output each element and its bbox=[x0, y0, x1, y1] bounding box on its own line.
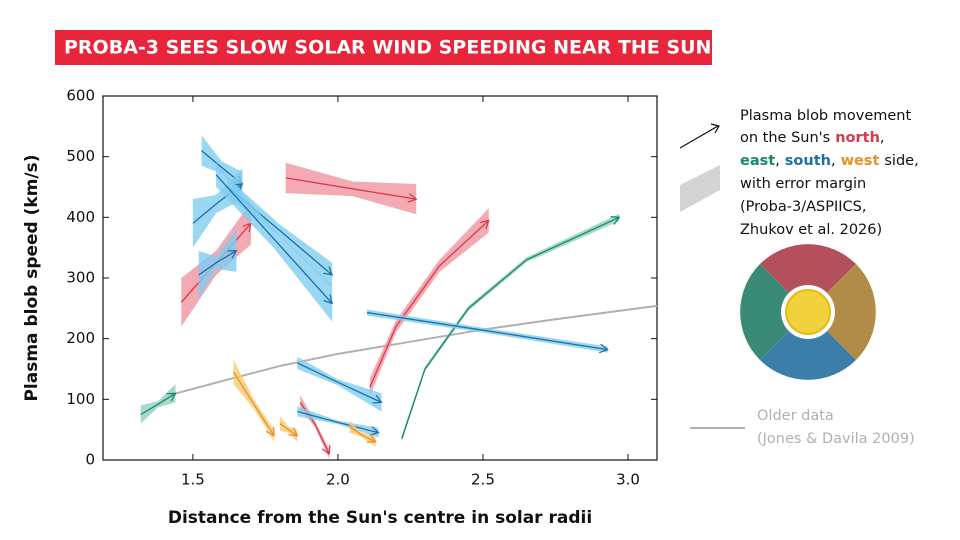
chart-title: PROBA-3 SEES SLOW SOLAR WIND SPEEDING NE… bbox=[64, 37, 711, 59]
x-tick-label: 1.5 bbox=[181, 471, 205, 489]
blob-arrow bbox=[401, 217, 620, 439]
y-tick-label: 100 bbox=[66, 390, 95, 408]
x-axis-label: Distance from the Sun's centre in solar … bbox=[168, 508, 592, 528]
blob-arrow bbox=[297, 410, 378, 432]
legend-side: south bbox=[785, 153, 831, 169]
blob-arrow bbox=[140, 393, 176, 416]
blob-arrow bbox=[232, 371, 275, 436]
y-tick-label: 300 bbox=[66, 269, 95, 287]
legend-text: on the Sun's bbox=[740, 130, 830, 146]
y-tick-label: 0 bbox=[85, 451, 95, 469]
y-axis-label: Plasma blob speed (km/s) bbox=[22, 154, 42, 401]
legend-text: east, south, west side, bbox=[740, 153, 919, 169]
legend-text: side, bbox=[884, 153, 918, 169]
blob-arrow bbox=[369, 220, 489, 388]
legend-text: (Proba-3/ASPIICS, bbox=[740, 199, 866, 215]
blob-arrow bbox=[297, 362, 381, 402]
error-band bbox=[369, 208, 489, 397]
error-band bbox=[297, 356, 382, 412]
error-band bbox=[401, 213, 620, 442]
legend-arrow bbox=[679, 125, 719, 149]
error-band bbox=[233, 359, 275, 442]
legend-text: with error margin bbox=[740, 176, 866, 192]
legend-text: Zhukov et al. 2026) bbox=[740, 222, 882, 238]
y-tick-label: 500 bbox=[66, 147, 95, 165]
y-tick-label: 600 bbox=[66, 87, 95, 105]
error-band bbox=[227, 177, 333, 288]
y-tick-label: 400 bbox=[66, 208, 95, 226]
legend-arrow-head bbox=[710, 123, 720, 134]
legend-reference-note: (Jones & Davila 2009) bbox=[757, 431, 915, 447]
legend-text: north bbox=[835, 130, 880, 146]
legend-side: west bbox=[841, 153, 880, 169]
legend-text: , bbox=[775, 153, 780, 169]
legend-reference-name: Older data bbox=[757, 408, 834, 424]
title-banner bbox=[55, 30, 712, 65]
legend-text: , bbox=[831, 153, 836, 169]
error-band bbox=[198, 229, 237, 300]
blob-arrow bbox=[285, 177, 417, 199]
legend-text: Plasma blob movement bbox=[740, 108, 911, 124]
blob-arrow bbox=[279, 423, 297, 436]
legend-band bbox=[680, 165, 720, 212]
x-tick-label: 3.0 bbox=[616, 471, 640, 489]
error-band bbox=[300, 395, 330, 459]
sun-icon bbox=[740, 244, 876, 380]
x-tick-label: 2.5 bbox=[471, 471, 495, 489]
legend-text: on the Sun's north, bbox=[740, 130, 885, 146]
y-tick-label: 200 bbox=[66, 329, 95, 347]
blob-arrow bbox=[215, 174, 332, 304]
legend-text: , bbox=[880, 130, 885, 146]
x-tick-label: 2.0 bbox=[326, 471, 350, 489]
legend-side: east bbox=[740, 153, 775, 169]
blob-arrow bbox=[366, 311, 608, 350]
reference-line bbox=[169, 304, 658, 397]
blob-arrow bbox=[198, 251, 237, 276]
error-band bbox=[216, 162, 333, 322]
blob-arrow bbox=[349, 426, 376, 442]
